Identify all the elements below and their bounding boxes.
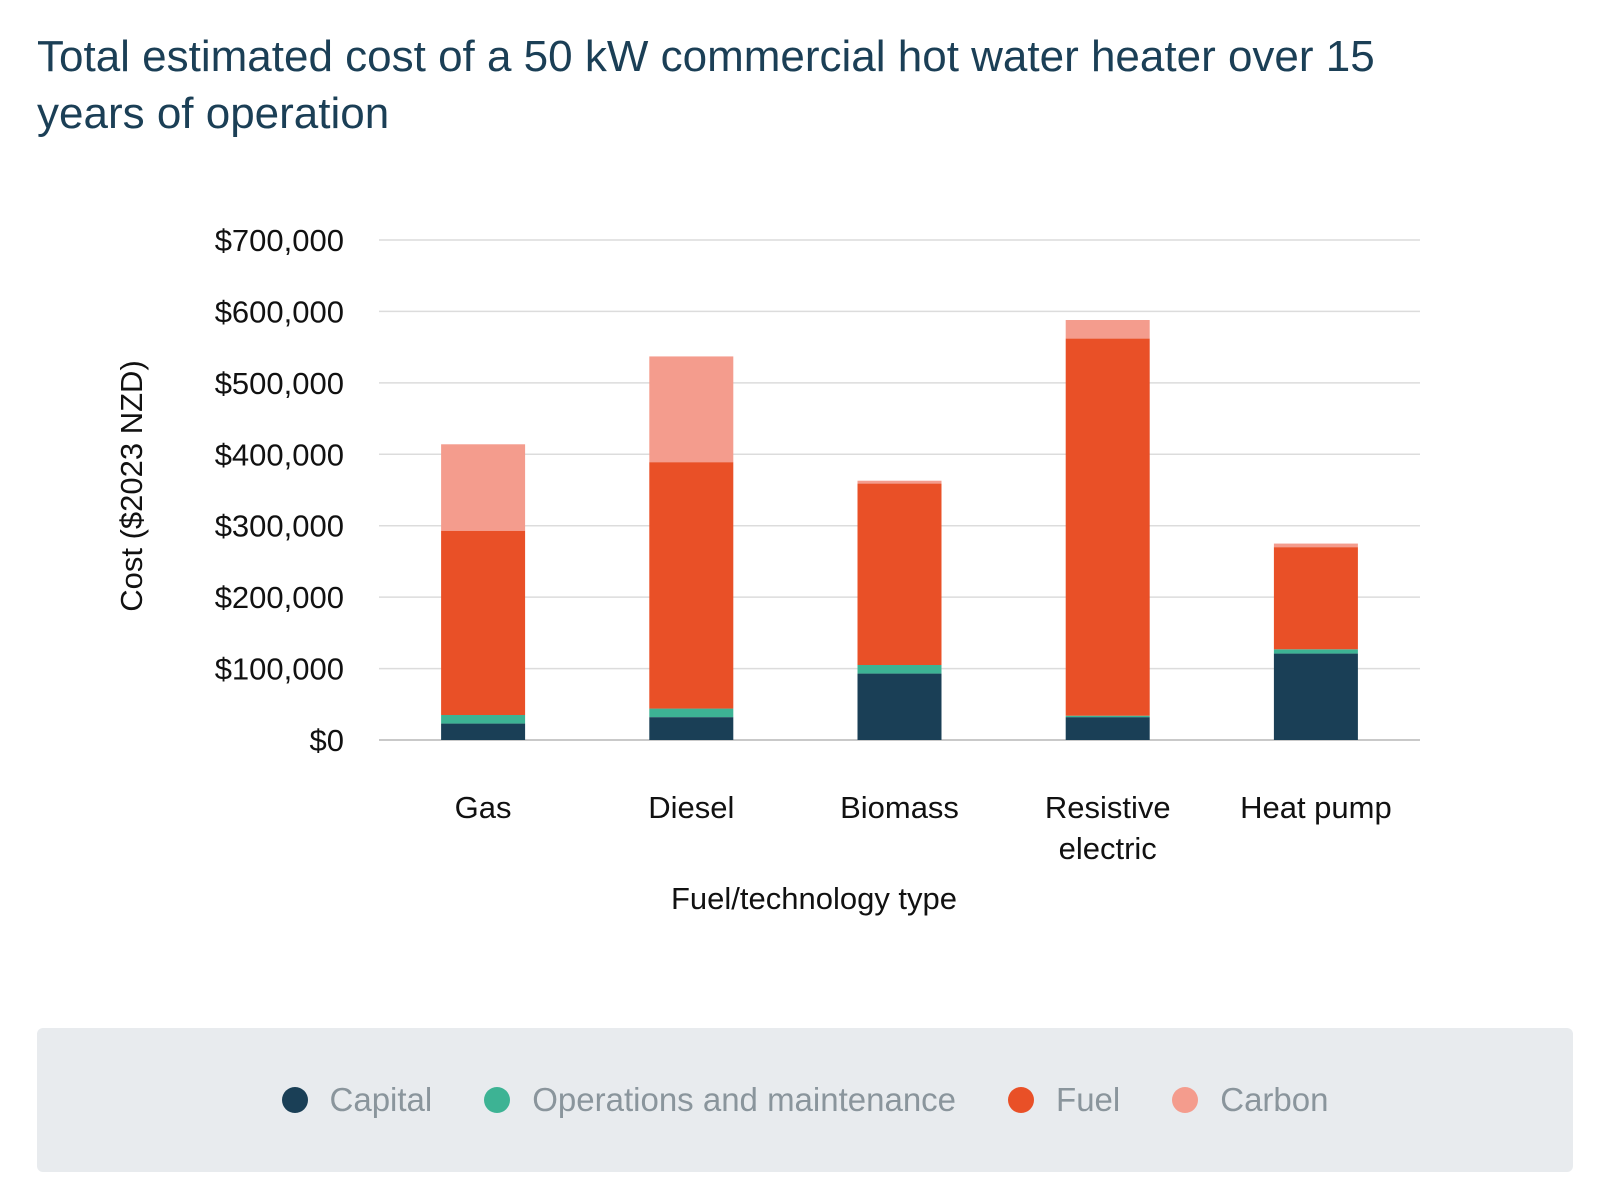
bar-segment-capital — [441, 723, 526, 740]
bar-segment-carbon — [441, 444, 526, 531]
legend-swatch — [1172, 1087, 1199, 1113]
bar-segment-operations-and-maintenance — [1273, 649, 1358, 654]
legend-swatch — [484, 1087, 511, 1113]
y-tick-label: $0 — [310, 723, 344, 758]
bars — [441, 320, 1358, 740]
bar-segment-fuel — [441, 530, 526, 715]
chart-svg: $0 $100,000 $200,000 $300,000 $400,000 $500,0… — [114, 223, 1420, 916]
legend-item-operations-and-maintenance: Operations and maintenance — [484, 1081, 956, 1119]
bar-segment-carbon — [857, 480, 942, 484]
y-axis-label: Cost ($2023 NZD) — [114, 360, 149, 612]
bar-segment-capital — [857, 673, 942, 740]
bar-segment-operations-and-maintenance — [1065, 715, 1150, 718]
y-tick-label: $500,000 — [215, 366, 344, 401]
legend-label: Fuel — [1056, 1081, 1121, 1118]
chart-title: Total estimated cost of a 50 kW commerci… — [37, 32, 1375, 138]
bar-segment-carbon — [1273, 543, 1358, 548]
legend-item-carbon: Carbon — [1172, 1081, 1328, 1119]
legend-label: Carbon — [1220, 1081, 1329, 1118]
bar-segment-carbon — [1065, 320, 1150, 339]
y-tick-label: $700,000 — [215, 223, 344, 258]
legend: Capital Operations and maintenance Fuel Car… — [37, 1028, 1573, 1172]
bar-segment-capital — [1065, 717, 1150, 740]
bar-segment-carbon — [649, 356, 734, 463]
x-tick-label: Heat pump — [1240, 790, 1392, 825]
bar-segment-fuel — [857, 483, 942, 665]
legend-item-fuel: Fuel — [1008, 1081, 1120, 1119]
legend-swatch — [1008, 1087, 1035, 1113]
legend-label: Operations and maintenance — [532, 1081, 957, 1118]
bar-segment-fuel — [1273, 547, 1358, 650]
x-tick-label: Gas — [455, 790, 512, 825]
bar-segment-operations-and-maintenance — [857, 665, 942, 674]
legend-label: Capital — [329, 1081, 433, 1118]
y-tick-label: $100,000 — [215, 652, 344, 687]
legend-item-capital: Capital — [281, 1081, 433, 1119]
bar-segment-capital — [649, 717, 734, 740]
x-tick-label: Biomass — [840, 790, 959, 825]
y-tick-label: $200,000 — [215, 580, 344, 615]
x-tick-label: Diesel — [648, 790, 734, 825]
y-tick-label: $400,000 — [215, 437, 344, 472]
grid-lines — [379, 239, 1420, 741]
bar-segment-fuel — [1065, 338, 1150, 716]
x-axis-tick-labels: Gas Diesel Biomass Resistive electric Heat pu… — [455, 790, 1392, 866]
bar-segment-operations-and-maintenance — [649, 708, 734, 718]
legend-swatch — [281, 1087, 308, 1113]
bar-segment-fuel — [649, 462, 734, 709]
y-tick-label: $600,000 — [215, 294, 344, 329]
x-tick-label: Resistive electric — [1045, 790, 1171, 866]
bar-segment-capital — [1273, 653, 1358, 740]
bar-segment-operations-and-maintenance — [441, 715, 526, 724]
y-axis-tick-labels: $0 $100,000 $200,000 $300,000 $400,000 $500,0… — [215, 223, 344, 758]
y-tick-label: $300,000 — [215, 509, 344, 544]
x-axis-label: Fuel/technology type — [671, 881, 957, 916]
